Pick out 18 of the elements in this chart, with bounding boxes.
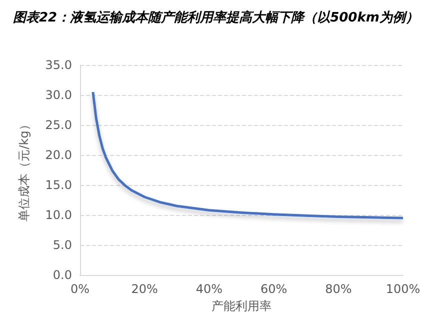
y-tick-label: 20.0 bbox=[45, 148, 72, 162]
y-tick-label: 30.0 bbox=[45, 88, 72, 102]
y-axis-title: 单位成本（元/kg） bbox=[17, 118, 31, 222]
x-tick-label: 60% bbox=[260, 282, 288, 296]
y-tick-label: 0.0 bbox=[52, 268, 72, 282]
x-tick-label: 0% bbox=[70, 282, 90, 296]
x-tick-label: 80% bbox=[325, 282, 352, 296]
y-tick-label: 10.0 bbox=[45, 208, 72, 222]
x-tick-label: 40% bbox=[196, 282, 223, 296]
x-axis-title: 产能利用率 bbox=[212, 298, 272, 313]
y-tick-label: 25.0 bbox=[45, 118, 72, 132]
chart-title: 图表22：液氢运输成本随产能利用率提高大幅下降（以500km为例） bbox=[13, 10, 418, 26]
x-tick-label: 20% bbox=[131, 282, 158, 296]
x-tick-label: 100% bbox=[386, 282, 420, 296]
y-tick-label: 5.0 bbox=[52, 238, 72, 252]
y-tick-label: 15.0 bbox=[45, 178, 72, 192]
line-series bbox=[92, 90, 404, 220]
y-tick-label: 35.0 bbox=[45, 58, 72, 72]
